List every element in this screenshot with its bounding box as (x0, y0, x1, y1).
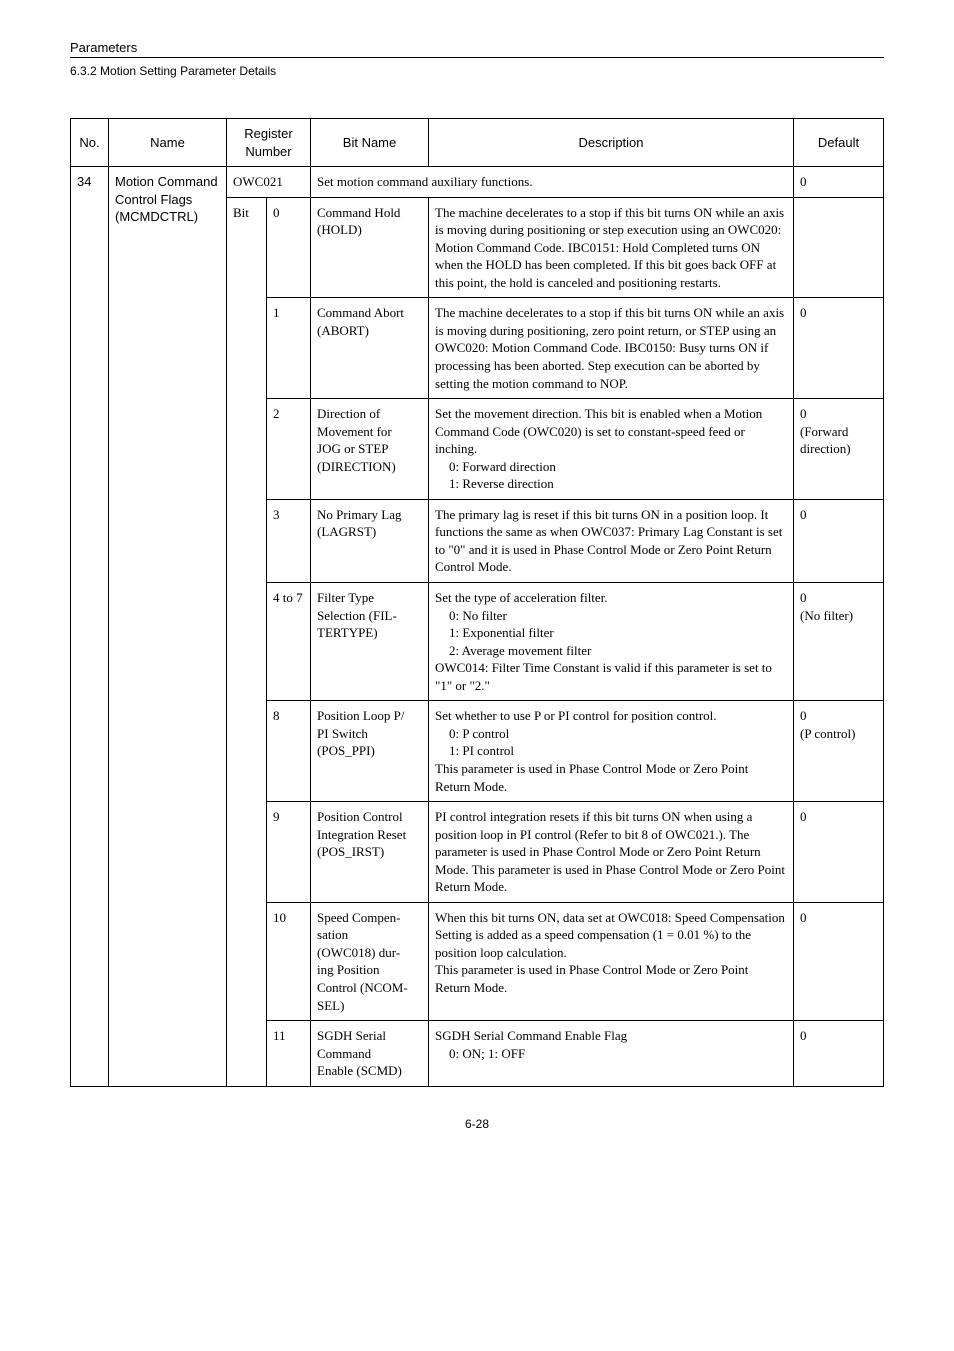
col-name: Name (109, 119, 227, 167)
cell-def: 0 (P control) (794, 701, 884, 802)
col-no: No. (71, 119, 109, 167)
cell-bit: 0 (267, 197, 311, 298)
cell-bitname: Speed Compen- sation (OWC018) dur- ing P… (311, 902, 429, 1020)
cell-bit: 4 to 7 (267, 583, 311, 701)
cell-bit: 9 (267, 802, 311, 903)
cell-bit: 11 (267, 1021, 311, 1087)
cell-bitname: Command Abort (ABORT) (311, 298, 429, 399)
cell-def: 0 (794, 298, 884, 399)
col-description: Description (429, 119, 794, 167)
header-subtitle: 6.3.2 Motion Setting Parameter Details (70, 64, 884, 78)
cell-register: OWC021 (227, 167, 311, 198)
cell-desc: The machine decelerates to a stop if thi… (429, 298, 794, 399)
cell-bit: 3 (267, 499, 311, 582)
parameter-table: No. Name Register Number Bit Name Descri… (70, 118, 884, 1087)
cell-bit: 10 (267, 902, 311, 1020)
col-default: Default (794, 119, 884, 167)
cell-set-desc: Set motion command auxiliary functions. (311, 167, 794, 198)
cell-def (794, 197, 884, 298)
cell-desc: Set the movement direction. This bit is … (429, 399, 794, 500)
col-bitname: Bit Name (311, 119, 429, 167)
header-rule (70, 57, 884, 58)
cell-desc: SGDH Serial Command Enable Flag 0: ON; 1… (429, 1021, 794, 1087)
cell-desc: Set the type of acceleration filter. 0: … (429, 583, 794, 701)
header-label: Parameters (70, 40, 884, 55)
cell-desc: The machine decelerates to a stop if thi… (429, 197, 794, 298)
cell-bitname: Position Control Integration Reset (POS_… (311, 802, 429, 903)
cell-def: 0 (794, 1021, 884, 1087)
cell-def: 0 (No filter) (794, 583, 884, 701)
page-header: Parameters 6.3.2 Motion Setting Paramete… (70, 40, 884, 78)
cell-bit: 1 (267, 298, 311, 399)
cell-name: Motion Command Control Flags (MCMDCTRL) (109, 167, 227, 1087)
col-register: Register Number (227, 119, 311, 167)
cell-bit: 2 (267, 399, 311, 500)
table-row: 34 Motion Command Control Flags (MCMDCTR… (71, 167, 884, 198)
cell-no: 34 (71, 167, 109, 1087)
cell-def: 0 (Forward direction) (794, 399, 884, 500)
cell-desc: When this bit turns ON, data set at OWC0… (429, 902, 794, 1020)
cell-bitname: Direction of Movement for JOG or STEP (D… (311, 399, 429, 500)
cell-set-def: 0 (794, 167, 884, 198)
cell-bitname: No Primary Lag (LAGRST) (311, 499, 429, 582)
cell-bit-label: Bit (227, 197, 267, 1086)
cell-desc: PI control integration resets if this bi… (429, 802, 794, 903)
cell-def: 0 (794, 499, 884, 582)
name-line3: (MCMDCTRL) (115, 209, 198, 224)
cell-bitname: SGDH Serial Command Enable (SCMD) (311, 1021, 429, 1087)
cell-bitname: Position Loop P/ PI Switch (POS_PPI) (311, 701, 429, 802)
name-line1: Motion Command (115, 174, 218, 189)
cell-desc: The primary lag is reset if this bit tur… (429, 499, 794, 582)
name-line2: Control Flags (115, 192, 192, 207)
cell-bitname: Command Hold (HOLD) (311, 197, 429, 298)
cell-desc: Set whether to use P or PI control for p… (429, 701, 794, 802)
cell-bit: 8 (267, 701, 311, 802)
cell-bitname: Filter Type Selection (FIL- TERTYPE) (311, 583, 429, 701)
cell-def: 0 (794, 902, 884, 1020)
page-number: 6-28 (70, 1117, 884, 1131)
table-header-row: No. Name Register Number Bit Name Descri… (71, 119, 884, 167)
cell-def: 0 (794, 802, 884, 903)
